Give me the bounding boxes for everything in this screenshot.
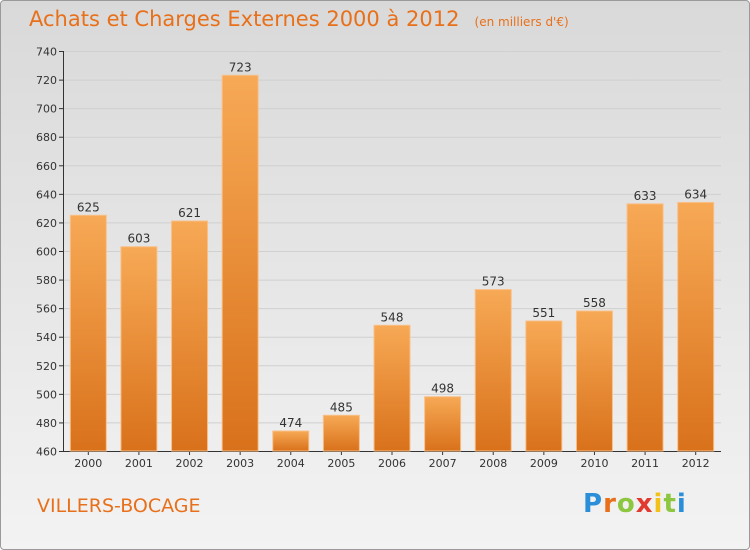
y-tick-label: 520 [36, 360, 57, 373]
logo-letter: i [676, 489, 687, 519]
x-tick-label-2002: 2002 [176, 457, 204, 470]
bar-2000 [69, 214, 107, 452]
x-tick-label-2008: 2008 [479, 457, 507, 470]
x-tick-label-2012: 2012 [682, 457, 710, 470]
x-tick-label-2000: 2000 [74, 457, 102, 470]
bar-2010 [575, 310, 613, 452]
x-tick-label-2011: 2011 [631, 457, 659, 470]
proxiti-logo: Proxiti [583, 489, 687, 519]
data-label-2009: 551 [532, 306, 555, 320]
data-label-2011: 633 [634, 189, 657, 203]
data-label-2008: 573 [482, 275, 505, 289]
bar-2003 [221, 74, 259, 452]
data-labels: 625 603 621 723 474 485 548 498 573 551 558 633 634 [77, 60, 707, 430]
logo-letter: x [635, 489, 654, 519]
bar-2004 [272, 430, 310, 452]
data-label-2002: 621 [178, 206, 201, 220]
logo-letter: i [653, 489, 664, 519]
city-name: VILLERS-BOCAGE [37, 495, 201, 517]
x-tick-label-2004: 2004 [277, 457, 305, 470]
chart-subtitle: (en milliers d'€) [474, 15, 569, 29]
logo-letter: t [663, 489, 677, 519]
y-tick-label: 740 [36, 46, 57, 59]
y-tick-label: 720 [36, 74, 57, 87]
bar-2001 [120, 246, 158, 452]
y-tick-label: 540 [36, 331, 57, 344]
bar-2008 [474, 289, 512, 452]
data-label-2012: 634 [684, 187, 707, 201]
data-label-2001: 603 [127, 232, 150, 246]
axes: 460 480 500 520 540 560 580 600 620 640 660 680 700 7… [36, 46, 721, 470]
bar-2002 [171, 220, 209, 452]
chart-title-block: Achats et Charges Externes 2000 à 2012 (… [29, 7, 569, 31]
y-tick-label: 580 [36, 274, 57, 287]
bars [69, 74, 715, 452]
data-label-2003: 723 [229, 60, 252, 74]
bar-2006 [373, 324, 411, 452]
y-tick-label: 600 [36, 246, 57, 259]
logo-letter: r [603, 489, 617, 519]
bar-2009 [525, 320, 563, 452]
x-tick-label-2006: 2006 [378, 457, 406, 470]
bar-2005 [322, 414, 360, 452]
x-tick-label-2007: 2007 [429, 457, 457, 470]
y-tick-label: 480 [36, 417, 57, 430]
y-tick-label: 560 [36, 303, 57, 316]
y-tick-label: 640 [36, 188, 57, 201]
x-tick-label-2005: 2005 [327, 457, 355, 470]
x-tick-label-2010: 2010 [580, 457, 608, 470]
data-label-2000: 625 [77, 200, 100, 214]
y-tick-label: 500 [36, 388, 57, 401]
data-label-2004: 474 [279, 416, 302, 430]
data-label-2006: 548 [381, 310, 404, 324]
data-label-2005: 485 [330, 400, 353, 414]
bar-2007 [424, 396, 462, 452]
y-tick-label: 660 [36, 160, 57, 173]
y-tick-label: 680 [36, 131, 57, 144]
x-tick-label-2001: 2001 [125, 457, 153, 470]
chart-title: Achats et Charges Externes 2000 à 2012 [29, 7, 460, 31]
x-tick-label-2009: 2009 [530, 457, 558, 470]
logo-letter: P [583, 489, 604, 519]
logo-letter: o [616, 489, 636, 519]
data-label-2010: 558 [583, 296, 606, 310]
x-tick-label-2003: 2003 [226, 457, 254, 470]
bar-2011 [626, 203, 664, 452]
y-tick-label: 460 [36, 446, 57, 459]
y-tick-label: 620 [36, 217, 57, 230]
data-label-2007: 498 [431, 382, 454, 396]
y-tick-label: 700 [36, 103, 57, 116]
bar-2012 [677, 201, 715, 452]
